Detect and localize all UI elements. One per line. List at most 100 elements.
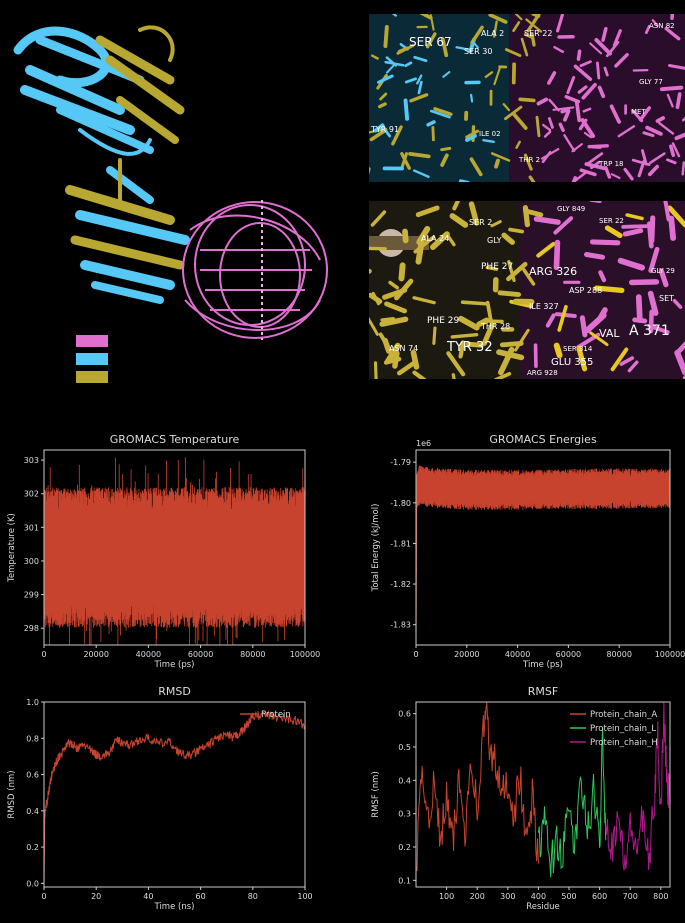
y-tick-label: 298 (24, 624, 39, 633)
x-tick-label: 700 (623, 892, 638, 901)
y-tick-label: 1.0 (26, 698, 39, 707)
bond-stick (471, 95, 472, 102)
bond-stick (632, 282, 657, 283)
y-tick-label: 302 (24, 490, 39, 499)
residue-label: TYR 32 (446, 340, 493, 355)
residue-label: SET (659, 294, 674, 303)
protein-structure-panel (0, 0, 345, 395)
x-tick-label: 0 (41, 892, 46, 901)
bond-stick (597, 63, 598, 78)
legend-label: Protein_chain_L (590, 724, 656, 734)
x-tick-label: 20000 (454, 650, 479, 659)
x-tick-label: 100 (439, 892, 454, 901)
bond-stick (536, 219, 558, 222)
bond-stick (405, 232, 406, 241)
residue-label: THR 28 (480, 322, 510, 331)
y-tick-label: 0.0 (26, 879, 39, 888)
x-tick-label: 600 (592, 892, 607, 901)
residue-label: ILE 02 (479, 130, 501, 138)
residue-label: ASN 74 (389, 344, 418, 353)
legend-label: Protein_chain_A (590, 710, 657, 720)
bond-stick (406, 100, 408, 118)
y-axis-label: Temperature (K) (7, 513, 17, 583)
bond-stick (625, 231, 641, 234)
rmsd-protein-line (44, 711, 305, 882)
legend-swatch-pink (76, 335, 108, 347)
bond-stick (577, 102, 579, 120)
bond-stick (662, 88, 681, 90)
chart-title: GROMACS Temperature (110, 433, 240, 446)
residue-label: ARG 326 (529, 265, 577, 278)
residue-label: SER 67 (409, 35, 452, 49)
energy-series-line (416, 466, 670, 644)
y-tick-label: 0.6 (26, 771, 39, 780)
bond-stick (382, 318, 394, 319)
bond-stick (586, 255, 602, 258)
residue-label: TYR 91 (370, 125, 399, 134)
x-tick-label: 400 (531, 892, 546, 901)
x-axis-label: Time (ps) (154, 660, 195, 670)
bond-stick (623, 226, 646, 227)
chart-title: RMSF (528, 685, 558, 698)
y-tick-label: 0.6 (398, 710, 411, 719)
residue-label: A 371 (629, 323, 670, 339)
bond-stick (537, 117, 539, 136)
bond-stick (658, 118, 664, 121)
y-tick-label: -1.81 (390, 539, 411, 548)
temperature-series-line (44, 457, 305, 651)
x-tick-label: 60000 (556, 650, 581, 659)
x-tick-label: 300 (500, 892, 515, 901)
residue-label: SER 2 (469, 218, 492, 227)
rmsf-series-line-1 (416, 703, 538, 871)
bond-stick (410, 154, 429, 156)
bond-stick (672, 14, 673, 18)
y-tick-label: 300 (24, 557, 39, 566)
x-tick-label: 800 (653, 892, 668, 901)
protein-cartoon (0, 0, 345, 395)
lower-domain (70, 160, 185, 300)
residue-label: ILE 327 (529, 302, 559, 311)
x-tick-label: 100000 (290, 650, 321, 659)
bond-stick (683, 162, 684, 174)
residue-label: GLY 29 (651, 267, 675, 275)
y-tick-label: 0.5 (398, 743, 411, 752)
y-tick-label: 0.3 (398, 810, 411, 819)
residue-label: ASP 288 (569, 286, 602, 295)
residue-label: SER 22 (524, 29, 552, 38)
bond-stick (671, 146, 673, 155)
bond-stick (562, 109, 568, 111)
x-tick-label: 100000 (655, 650, 685, 659)
y-tick-label: 0.8 (26, 734, 39, 743)
bond-stick (500, 293, 519, 295)
y-tick-label: 0.4 (398, 776, 411, 785)
x-tick-label: 40000 (505, 650, 530, 659)
y-tick-label: 0.4 (26, 807, 39, 816)
y-tick-label: 299 (24, 591, 39, 600)
pink-chain (183, 200, 327, 340)
bond-stick (639, 297, 640, 320)
x-tick-label: 40 (143, 892, 153, 901)
bond-stick (582, 318, 584, 335)
plot-area (44, 711, 305, 882)
x-tick-label: 0 (41, 650, 46, 659)
y-tick-label: -1.83 (390, 621, 411, 630)
y-scale-label: 1e6 (416, 439, 431, 448)
x-tick-label: 80000 (240, 650, 265, 659)
axes-frame (44, 702, 305, 887)
y-tick-label: -1.82 (390, 580, 411, 589)
bond-stick (496, 161, 498, 167)
x-tick-label: 200 (470, 892, 485, 901)
y-tick-label: -1.80 (390, 499, 411, 508)
residue-label: SER 314 (563, 345, 593, 353)
residue-label: MET (631, 108, 646, 116)
y-axis-label: RMSF (nm) (371, 771, 381, 818)
bond-stick (677, 94, 679, 107)
bond-stick (442, 148, 450, 149)
x-tick-label: 20 (91, 892, 101, 901)
